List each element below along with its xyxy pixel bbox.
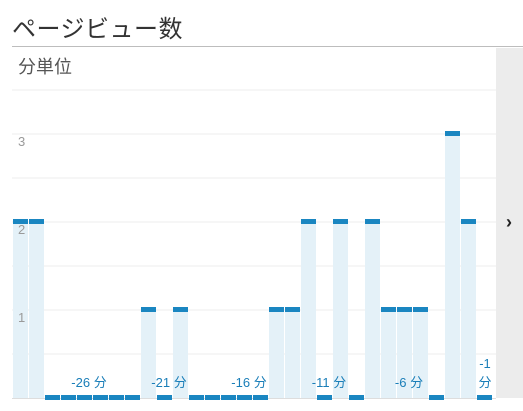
bar-cap: [29, 219, 44, 224]
bar[interactable]: [317, 395, 332, 400]
bar[interactable]: [125, 395, 140, 400]
bar-cap: [13, 219, 28, 224]
bar-fill: [413, 310, 428, 398]
bar-fill: [285, 310, 300, 398]
bar[interactable]: [29, 219, 44, 398]
bar[interactable]: [205, 395, 220, 400]
x-tick-label: -21 分: [151, 375, 186, 390]
bar-fill: [301, 222, 316, 398]
bar[interactable]: [365, 219, 380, 398]
bar-cap: [221, 395, 236, 400]
bar-fill: [269, 310, 284, 398]
bar-cap: [285, 307, 300, 312]
bar-cap: [381, 307, 396, 312]
bar[interactable]: [109, 395, 124, 400]
bar-cap: [317, 395, 332, 400]
widget-title: ページビュー数: [12, 16, 184, 43]
x-tick-label: -16 分: [231, 375, 266, 390]
bar[interactable]: [301, 219, 316, 398]
y-tick-label: 1: [18, 310, 25, 325]
x-tick-label: -6 分: [395, 375, 423, 390]
bar[interactable]: [461, 219, 476, 398]
bar[interactable]: [253, 395, 268, 400]
bar-cap: [429, 395, 444, 400]
bar-cap: [301, 219, 316, 224]
bar-cap: [205, 395, 220, 400]
bar-fill: [141, 310, 156, 398]
bar-cap: [253, 395, 268, 400]
bar-cap: [333, 219, 348, 224]
bar[interactable]: [397, 307, 412, 398]
x-tick-label-last: 分: [478, 375, 491, 390]
bar[interactable]: [157, 395, 172, 400]
bar[interactable]: [349, 395, 364, 400]
bar[interactable]: [477, 395, 492, 400]
chevron-right-icon: ›: [506, 212, 512, 232]
bar[interactable]: [381, 307, 396, 398]
y-axis-ticks: 1 2 3: [18, 134, 25, 325]
x-tick-label: -11 分: [312, 375, 346, 390]
bar-cap: [413, 307, 428, 312]
bar-fill: [381, 310, 396, 398]
bar[interactable]: [413, 307, 428, 398]
bar-cap: [77, 395, 92, 400]
bar[interactable]: [333, 219, 348, 398]
bar-cap: [365, 219, 380, 224]
bar-cap: [93, 395, 108, 400]
bar[interactable]: [221, 395, 236, 400]
bar-fill: [333, 222, 348, 398]
next-page-button[interactable]: ›: [500, 208, 518, 236]
title-divider: [12, 46, 523, 47]
bar-fill: [173, 310, 188, 398]
bar[interactable]: [77, 395, 92, 400]
bar-cap: [61, 395, 76, 400]
bar-cap: [189, 395, 204, 400]
bar-cap: [109, 395, 124, 400]
bar[interactable]: [445, 131, 460, 398]
bar[interactable]: [269, 307, 284, 398]
bar-fill: [445, 134, 460, 398]
bar[interactable]: [285, 307, 300, 398]
bar[interactable]: [13, 219, 28, 398]
bar-cap: [461, 219, 476, 224]
bar-cap: [445, 131, 460, 136]
bar-fill: [365, 222, 380, 398]
unit-label: 分単位: [18, 57, 72, 77]
chart-bars: [13, 131, 492, 400]
bar-fill: [29, 222, 44, 398]
chart-side-panel: [496, 48, 523, 398]
bar-fill: [397, 310, 412, 398]
bar-cap: [269, 307, 284, 312]
x-axis-ticks: -26 分 -21 分 -16 分 -11 分 -6 分 -1 分: [71, 356, 491, 390]
bar-cap: [397, 307, 412, 312]
bar[interactable]: [45, 395, 60, 400]
bar-cap: [141, 307, 156, 312]
bar-cap: [157, 395, 172, 400]
bar[interactable]: [237, 395, 252, 400]
bar[interactable]: [93, 395, 108, 400]
y-tick-label: 3: [18, 134, 25, 149]
bar-cap: [45, 395, 60, 400]
bar-cap: [125, 395, 140, 400]
bar-cap: [237, 395, 252, 400]
bar-cap: [173, 307, 188, 312]
bar-cap: [349, 395, 364, 400]
bar[interactable]: [141, 307, 156, 398]
x-tick-label: -26 分: [71, 375, 106, 390]
bar-cap: [477, 395, 492, 400]
bar[interactable]: [173, 307, 188, 398]
bar-fill: [13, 222, 28, 398]
x-tick-label-last: -1: [479, 356, 491, 371]
y-tick-label: 2: [18, 222, 25, 237]
bar[interactable]: [429, 395, 444, 400]
bar[interactable]: [189, 395, 204, 400]
bar-fill: [461, 222, 476, 398]
bar[interactable]: [61, 395, 76, 400]
